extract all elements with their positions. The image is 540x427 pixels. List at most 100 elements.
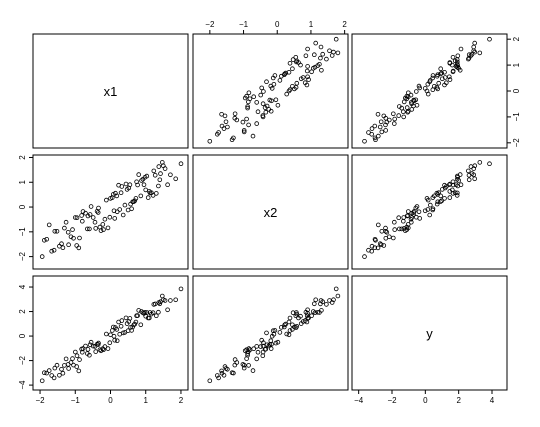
data-point xyxy=(51,247,57,253)
data-point xyxy=(434,85,440,90)
data-point xyxy=(178,161,184,167)
panel-x2-vs-x2: x2 xyxy=(192,154,349,270)
data-point xyxy=(262,347,268,352)
data-point xyxy=(245,105,250,111)
data-point xyxy=(305,46,310,52)
data-point xyxy=(246,122,251,128)
data-point xyxy=(313,297,319,303)
data-point xyxy=(411,97,417,103)
data-point xyxy=(293,313,299,319)
data-point xyxy=(63,356,69,362)
panel-frame xyxy=(351,275,508,391)
data-point xyxy=(168,172,173,178)
data-point xyxy=(384,230,390,235)
data-point xyxy=(46,222,52,228)
data-point xyxy=(39,254,45,259)
data-point xyxy=(162,298,168,303)
data-point xyxy=(264,342,270,348)
data-point xyxy=(85,226,90,232)
data-point xyxy=(62,363,67,368)
data-point xyxy=(396,104,402,109)
data-point xyxy=(59,241,64,247)
data-point xyxy=(430,75,436,81)
data-point xyxy=(260,353,266,359)
data-point xyxy=(446,74,452,80)
data-point xyxy=(112,337,117,343)
data-point xyxy=(101,347,106,353)
data-point xyxy=(438,193,444,199)
data-point xyxy=(443,80,449,85)
tick-label: 1 xyxy=(144,396,149,405)
panel-x1-vs-y xyxy=(351,33,508,149)
data-point xyxy=(366,130,371,135)
data-point xyxy=(290,66,295,71)
data-point xyxy=(400,218,406,224)
data-point xyxy=(383,236,389,241)
tick-label: 1 xyxy=(18,179,27,184)
panel-frame xyxy=(32,154,189,270)
data-point xyxy=(294,80,300,86)
data-point xyxy=(152,173,158,178)
data-point xyxy=(118,323,124,329)
data-point xyxy=(335,50,341,56)
data-point xyxy=(88,339,94,345)
data-point xyxy=(487,161,492,167)
data-point xyxy=(378,242,384,248)
data-point xyxy=(77,357,82,362)
data-point xyxy=(114,193,120,199)
data-point xyxy=(70,227,75,232)
data-point xyxy=(219,368,224,374)
data-point xyxy=(453,182,459,188)
data-point xyxy=(311,301,317,307)
panel-frame xyxy=(32,33,189,149)
data-point xyxy=(379,129,385,135)
data-point xyxy=(232,357,238,362)
data-point xyxy=(327,48,332,54)
tick-label: 4 xyxy=(18,284,27,289)
tick-label: −1 xyxy=(71,396,81,405)
data-point xyxy=(411,210,417,215)
data-point xyxy=(449,187,455,193)
data-point xyxy=(62,225,67,231)
data-point xyxy=(100,222,106,227)
data-point xyxy=(431,84,437,89)
data-point xyxy=(287,60,293,66)
data-point xyxy=(118,190,124,196)
data-point xyxy=(110,328,115,333)
data-point xyxy=(287,328,293,333)
data-point xyxy=(379,229,385,234)
tick-label: 2 xyxy=(18,309,27,314)
data-point xyxy=(305,311,310,316)
data-point xyxy=(120,330,126,336)
data-point xyxy=(311,52,317,57)
data-point xyxy=(74,353,80,359)
data-point xyxy=(399,226,405,232)
data-point xyxy=(223,119,229,125)
data-point xyxy=(416,209,422,215)
data-point xyxy=(260,343,266,349)
data-point xyxy=(128,325,133,330)
panel-y-vs-x1 xyxy=(32,275,189,391)
data-point xyxy=(283,321,289,327)
variable-label-x2: x2 xyxy=(264,205,278,220)
data-point xyxy=(119,184,125,189)
data-point xyxy=(362,254,367,259)
data-point xyxy=(77,235,82,241)
data-point xyxy=(375,245,381,251)
data-point xyxy=(112,216,117,221)
panel-frame xyxy=(192,275,349,391)
data-point xyxy=(104,197,109,203)
data-point xyxy=(282,71,288,77)
data-point xyxy=(102,216,108,222)
data-point xyxy=(466,173,472,178)
data-point xyxy=(90,215,96,220)
tick-label: 2 xyxy=(18,155,27,160)
data-point xyxy=(154,191,159,196)
data-point xyxy=(400,109,406,114)
data-point xyxy=(232,362,238,368)
data-point xyxy=(290,84,295,89)
data-point xyxy=(273,97,279,103)
data-point xyxy=(260,113,266,118)
data-point xyxy=(431,193,437,199)
